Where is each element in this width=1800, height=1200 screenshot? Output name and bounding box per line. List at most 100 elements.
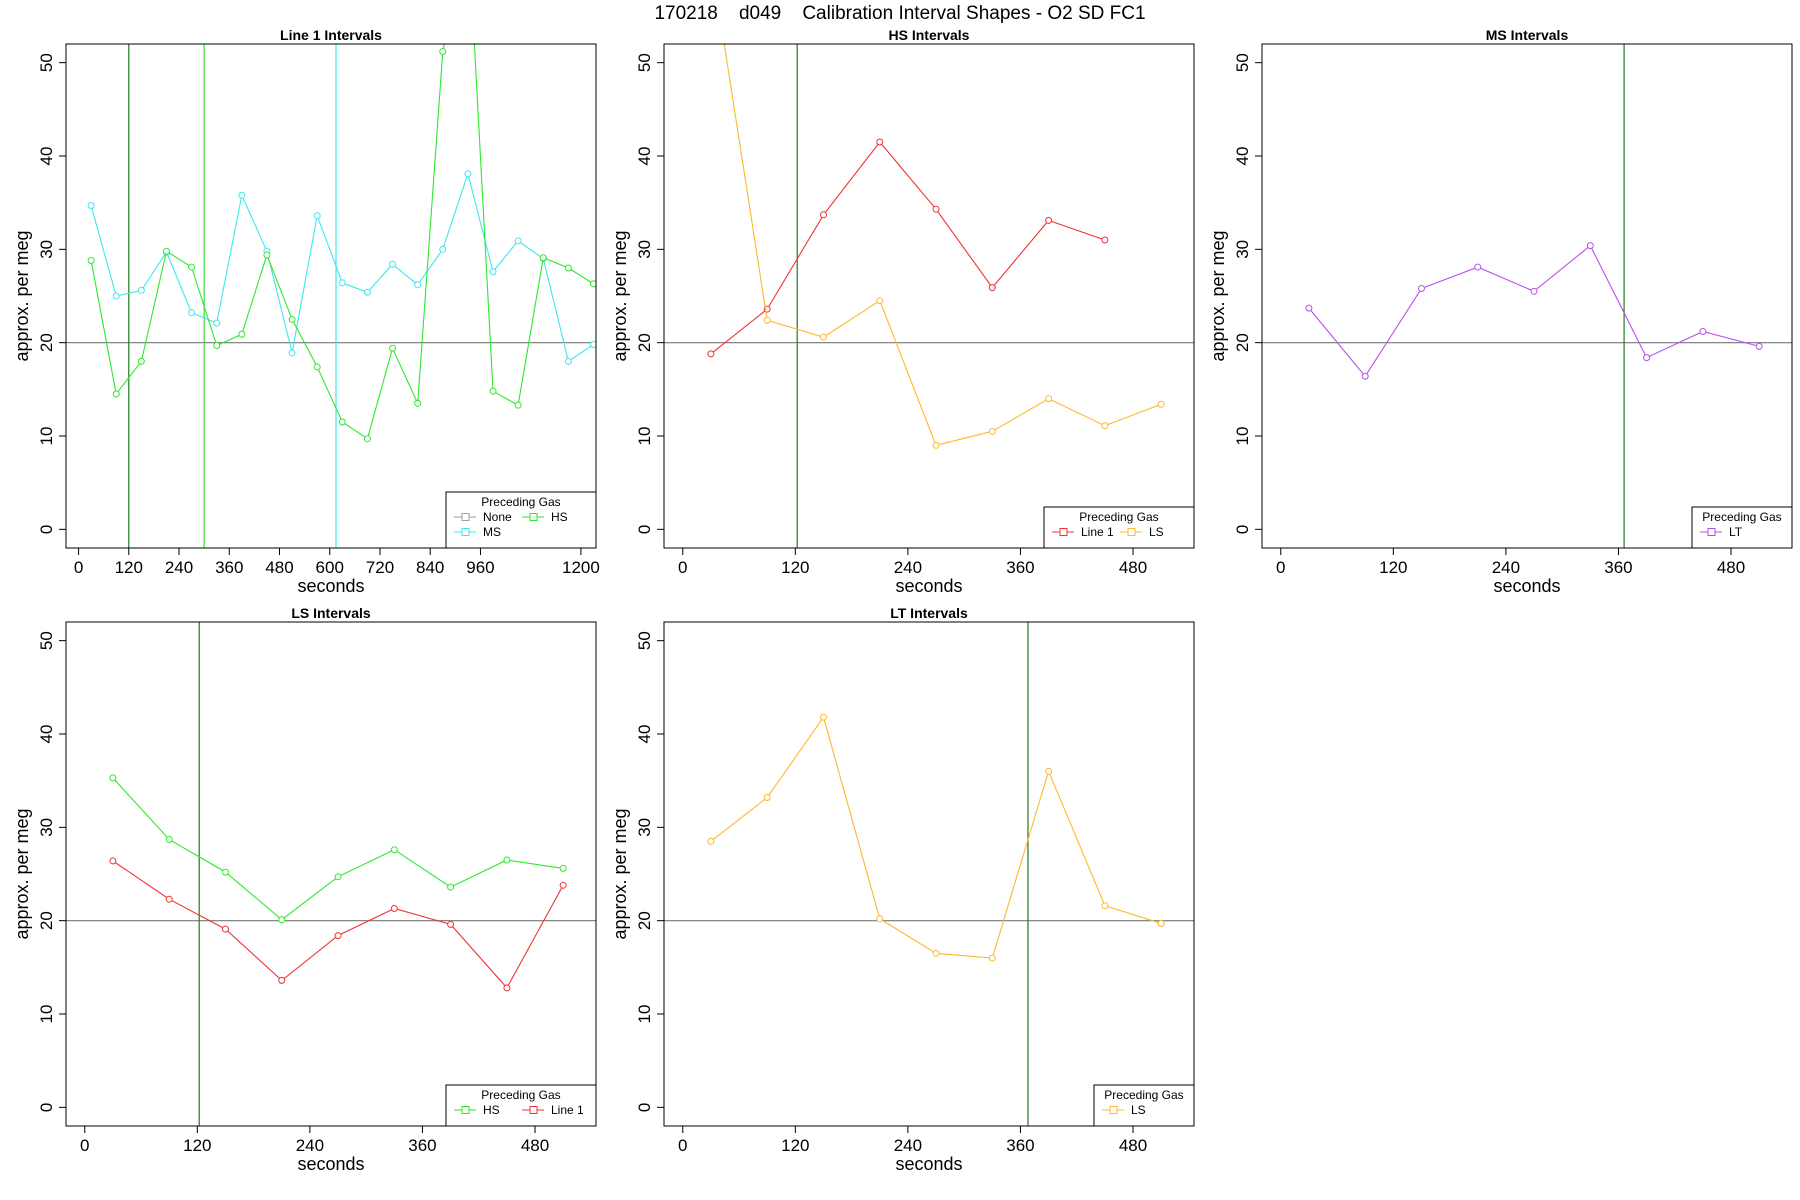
lt-panel: LT Intervals 0 10 20 30 40 50 0 120 240 360 480 seco…	[610, 605, 1195, 1174]
hs-point-0-5	[988, 284, 996, 292]
ms-ytick-label-3: 30	[1233, 240, 1252, 259]
ls-frame	[65, 621, 597, 1127]
line1-point-0-10	[338, 279, 346, 287]
ms-point-0-7	[1699, 327, 1707, 335]
hs-point-1-3	[876, 297, 884, 305]
ms-title: MS Intervals	[1486, 27, 1569, 43]
line1-point-0-2	[137, 286, 145, 294]
ls-yaxis-label: approx. per meg	[12, 808, 32, 939]
hs-legend-swatch-0	[1059, 528, 1068, 536]
line1-point-1-5	[213, 341, 221, 349]
lt-legend-swatch-0	[1109, 1106, 1118, 1114]
lt-ytick-label-5: 50	[635, 631, 654, 650]
ms-xaxis-label: seconds	[1493, 576, 1560, 596]
line1-point-1-8	[288, 315, 296, 323]
line1-xtick-label-9: 1200	[562, 558, 600, 577]
ls-series-hs	[109, 774, 567, 924]
hs-xtick-label-4: 480	[1119, 558, 1147, 577]
ms-point-0-3	[1474, 263, 1482, 271]
lt-point-0-4	[932, 949, 940, 957]
line1-point-1-10	[338, 418, 346, 426]
line1-point-0-16	[489, 268, 497, 276]
lt-xaxis-label: seconds	[895, 1154, 962, 1174]
ls-point-1-8	[559, 881, 567, 889]
line1-frame	[65, 43, 597, 549]
hs-point-1-2	[819, 333, 827, 341]
line1-panel: Line 1 Intervals 0 10 20 30 40 50 0 120 240 360 480…	[12, 27, 600, 596]
line1-ytick-label-4: 40	[37, 147, 56, 166]
ms-xtick-label-1: 120	[1379, 558, 1407, 577]
lt-point-0-2	[819, 713, 827, 721]
ls-legend-label-1: Line 1	[551, 1103, 584, 1117]
line1-point-1-12	[389, 344, 397, 352]
ms-xtick-label-2: 240	[1492, 558, 1520, 577]
ls-ytick-label-2: 20	[37, 911, 56, 930]
hs-point-0-3	[876, 138, 884, 146]
hs-series-line-0	[710, 141, 1106, 355]
ls-point-0-0	[109, 774, 117, 782]
line1-point-1-17	[514, 401, 522, 409]
line1-point-0-0	[87, 201, 95, 209]
line1-xtick-label-5: 600	[316, 558, 344, 577]
line1-legend-label-2: MS	[483, 525, 501, 539]
ms-xtick-label-0: 0	[1276, 558, 1285, 577]
lt-xtick-label-4: 480	[1119, 1136, 1147, 1155]
lt-point-0-3	[876, 915, 884, 923]
hs-point-1-1	[763, 316, 771, 324]
hs-point-0-7	[1101, 236, 1109, 244]
line1-point-1-18	[539, 254, 547, 262]
ls-plot-area	[66, 622, 596, 1126]
ms-point-0-1	[1361, 372, 1369, 380]
line1-xtick-label-2: 240	[165, 558, 193, 577]
ls-ytick-label-4: 40	[37, 725, 56, 744]
lt-xtick-label-0: 0	[678, 1136, 687, 1155]
hs-xtick-label-0: 0	[678, 558, 687, 577]
ms-xtick-label-4: 480	[1717, 558, 1745, 577]
ms-ytick-label-0: 0	[1233, 525, 1252, 534]
line1-title: Line 1 Intervals	[280, 27, 382, 43]
ls-point-0-4	[334, 873, 342, 881]
lt-point-0-6	[1045, 767, 1053, 775]
line1-point-1-4	[188, 263, 196, 271]
lt-xtick-label-2: 240	[894, 1136, 922, 1155]
ms-series-lt	[1305, 242, 1763, 380]
line1-ytick-label-5: 50	[37, 53, 56, 72]
ms-plot-area	[1262, 44, 1792, 548]
line1-ytick-label-0: 0	[37, 525, 56, 534]
ls-legend-swatch-0	[461, 1106, 470, 1114]
ms-frame	[1261, 43, 1793, 549]
ms-legend-label-0: LT	[1729, 525, 1743, 539]
line1-legend-swatch-1	[529, 513, 538, 521]
line1-point-0-5	[213, 319, 221, 327]
lt-xtick-label-1: 120	[781, 1136, 809, 1155]
hs-ytick-label-2: 20	[635, 333, 654, 352]
line1-point-1-16	[489, 387, 497, 395]
line1-point-0-15	[464, 170, 472, 178]
ms-legend-box	[1691, 506, 1793, 549]
ms-ytick-label-5: 50	[1233, 53, 1252, 72]
hs-ytick-label-0: 0	[635, 525, 654, 534]
line1-point-0-8	[288, 349, 296, 357]
hs-legend-swatch-1	[1127, 528, 1136, 536]
line1-xaxis-label: seconds	[297, 576, 364, 596]
ms-ytick-label-1: 10	[1233, 427, 1252, 446]
line1-point-1-3	[162, 247, 170, 255]
hs-point-1-5	[988, 427, 996, 435]
line1-legend-title: Preceding Gas	[481, 495, 560, 509]
ms-point-0-2	[1417, 285, 1425, 293]
lt-point-0-1	[763, 793, 771, 801]
lt-legend-entry-ls: LS	[1102, 1103, 1146, 1117]
line1-series-line-0	[90, 171, 594, 363]
panels: Line 1 Intervals 0 10 20 30 40 50 0 120 240 360 480…	[12, 27, 1793, 1174]
ls-legend-entry-hs: HS	[454, 1103, 500, 1117]
hs-legend-title: Preceding Gas	[1079, 510, 1158, 524]
line1-point-0-9	[313, 212, 321, 220]
ls-point-0-1	[165, 835, 173, 843]
line1-point-0-14	[439, 245, 447, 253]
hs-point-1-4	[932, 441, 940, 449]
hs-legend-entry-line-1: Line 1	[1052, 525, 1114, 539]
lt-ytick-label-0: 0	[635, 1103, 654, 1112]
